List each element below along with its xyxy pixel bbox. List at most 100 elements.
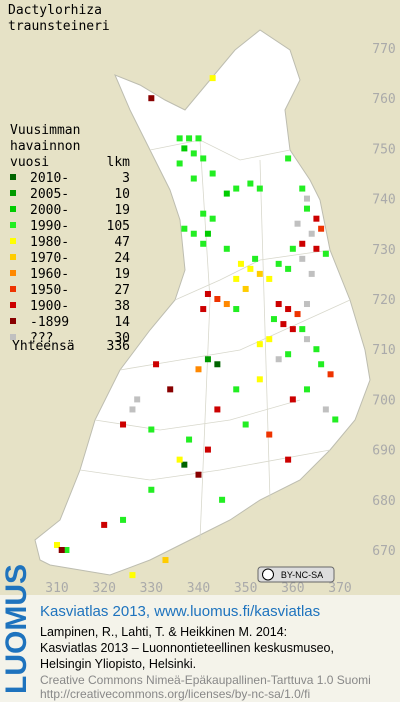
- observation: [214, 406, 221, 413]
- observation: [200, 240, 207, 247]
- license-line: http://creativecommons.org/licenses/by-n…: [40, 687, 310, 701]
- observation: [209, 75, 216, 82]
- observation: [256, 376, 263, 383]
- legend-heading: havainnon: [10, 139, 80, 154]
- y-tick-label: 750: [372, 142, 395, 157]
- observation: [266, 336, 273, 343]
- cc-text: BY-NC-SA: [281, 570, 323, 580]
- legend-heading: Vuusimman: [10, 123, 80, 138]
- observation: [153, 361, 160, 368]
- observation: [318, 225, 325, 232]
- observation: [190, 150, 197, 157]
- observation: [322, 406, 329, 413]
- observation: [289, 396, 296, 403]
- legend-count: 19: [114, 203, 130, 218]
- legend-label: 1980-: [30, 235, 69, 250]
- legend-count: 19: [114, 267, 130, 282]
- observation: [322, 250, 329, 257]
- observation: [233, 306, 240, 313]
- observation: [294, 220, 301, 227]
- legend-col-label: vuosi: [10, 155, 49, 170]
- observation: [242, 285, 249, 292]
- legend-count: 30: [114, 331, 130, 346]
- observation: [58, 547, 65, 553]
- title-line: Dactylorhiza: [8, 3, 102, 18]
- observation: [294, 311, 301, 318]
- observation: [200, 155, 207, 162]
- observation: [313, 245, 320, 252]
- legend-label: 1900-: [30, 299, 69, 314]
- observation: [176, 456, 183, 463]
- observation: [332, 416, 339, 423]
- citation-line: Lampinen, R., Lahti, T. & Heikkinen M. 2…: [40, 625, 287, 639]
- observation: [285, 351, 292, 358]
- observation: [148, 426, 155, 433]
- legend-count: 105: [107, 219, 130, 234]
- legend-count: 3: [122, 171, 130, 186]
- observation: [252, 255, 259, 262]
- observation: [190, 175, 197, 182]
- y-tick-label: 730: [372, 243, 395, 258]
- observation: [162, 557, 169, 564]
- observation: [148, 486, 155, 493]
- observation: [101, 521, 108, 528]
- observations: [54, 75, 339, 579]
- observation: [204, 290, 211, 297]
- y-tick-label: 700: [372, 393, 395, 408]
- legend-count: 14: [114, 315, 130, 330]
- citation-line: Kasviatlas 2013 – Luonnontieteellinen ke…: [40, 641, 334, 655]
- observation: [275, 356, 282, 363]
- observation: [280, 321, 287, 328]
- legend-label: 2010-: [30, 171, 69, 186]
- observation: [256, 185, 263, 192]
- observation: [303, 205, 310, 212]
- observation: [134, 396, 141, 403]
- observation: [299, 185, 306, 192]
- total-value: 336: [107, 339, 130, 354]
- site-link: Kasviatlas 2013, www.luomus.fi/kasviatla…: [40, 603, 320, 620]
- observation: [237, 260, 244, 267]
- legend-swatch: [10, 318, 16, 324]
- observation: [299, 255, 306, 262]
- axes: 310 320 330 340 350 360 3706706806907007107207…: [45, 42, 395, 596]
- legend-label: 1960-: [30, 267, 69, 282]
- observation: [195, 135, 202, 142]
- y-tick-label: 690: [372, 444, 395, 459]
- y-tick-label: 720: [372, 293, 395, 308]
- legend-swatch: [10, 206, 16, 212]
- observation: [63, 547, 70, 553]
- title-line: traunsteineri: [8, 19, 110, 34]
- observation: [209, 170, 216, 177]
- observation: [214, 296, 221, 302]
- legend-label: ???: [30, 331, 53, 346]
- observation: [289, 245, 296, 252]
- region-borders: [79, 139, 351, 541]
- y-tick-label: 770: [372, 42, 395, 57]
- observation: [176, 135, 183, 142]
- observation: [200, 210, 207, 217]
- observation: [148, 95, 155, 102]
- observation: [303, 301, 310, 308]
- observation: [275, 260, 282, 267]
- observation: [313, 346, 320, 353]
- x-tick-label: 350: [234, 581, 257, 596]
- observation: [195, 366, 202, 373]
- observation: [186, 436, 193, 443]
- cc-badge: BY-NC-SA: [257, 566, 335, 583]
- legend-swatch: [10, 238, 16, 244]
- observation: [233, 185, 240, 192]
- observation: [256, 341, 263, 348]
- x-tick-label: 340: [187, 581, 210, 596]
- observation: [223, 190, 230, 197]
- observation: [256, 270, 263, 277]
- observation: [313, 215, 320, 222]
- x-tick-label: 330: [140, 581, 163, 596]
- observation: [204, 230, 211, 237]
- observation: [181, 225, 188, 232]
- legend-label: 1970-: [30, 251, 69, 266]
- observation: [176, 160, 183, 167]
- y-tick-label: 680: [372, 494, 395, 509]
- observation: [299, 240, 306, 247]
